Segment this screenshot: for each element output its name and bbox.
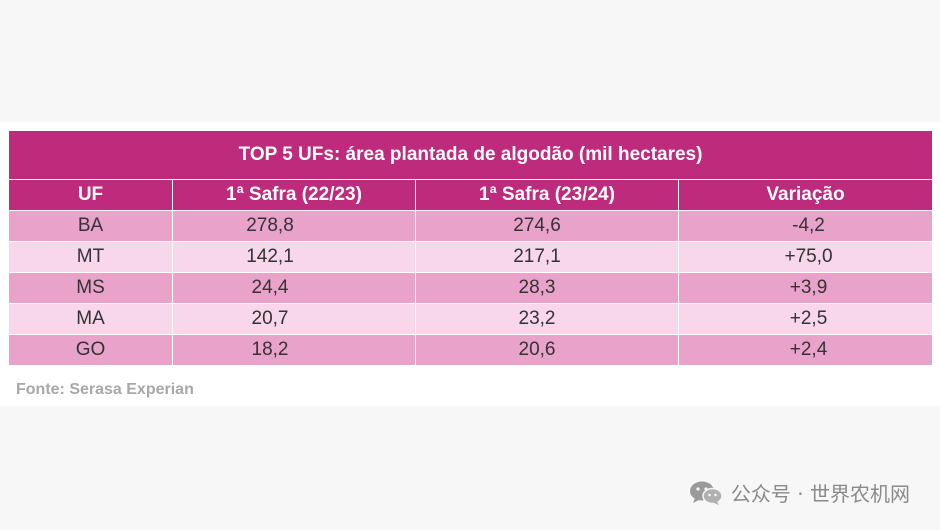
cell-value: 24,4 <box>251 277 289 298</box>
cell-value: 274,6 <box>513 215 561 236</box>
cell-variacao: +75,0 <box>677 241 934 273</box>
source-note: Fonte: Serasa Experian <box>16 381 194 398</box>
column-header-safra-2324: 1ª Safra (23/24) <box>415 179 679 211</box>
cell-value: +75,0 <box>784 246 833 267</box>
cell-safra-2324: 23,2 <box>415 303 679 335</box>
cell-safra-2324: 217,1 <box>415 241 679 273</box>
cell-uf: MT <box>8 241 173 273</box>
cell-value: 217,1 <box>513 246 561 267</box>
cell-safra-2223: 278,8 <box>172 210 416 242</box>
cell-value: +2,4 <box>789 339 828 360</box>
cell-uf: GO <box>8 334 173 366</box>
cell-uf: MA <box>8 303 173 335</box>
cell-safra-2223: 142,1 <box>172 241 416 273</box>
cell-value: 20,6 <box>518 339 556 360</box>
data-table: TOP 5 UFs: área plantada de algodão (mil… <box>7 130 934 366</box>
cell-value: 23,2 <box>518 308 556 329</box>
table-row: BA 278,8 274,6 -4,2 <box>8 210 934 242</box>
cell-safra-2223: 24,4 <box>172 272 416 304</box>
cell-uf: BA <box>8 210 173 242</box>
cell-uf: MS <box>8 272 173 304</box>
column-header-safra-2223: 1ª Safra (22/23) <box>172 179 416 211</box>
table-title: TOP 5 UFs: área plantada de algodão (mil… <box>7 130 934 180</box>
cell-value: +3,9 <box>789 277 828 298</box>
cell-value: 278,8 <box>246 215 294 236</box>
cell-value: 20,7 <box>251 308 289 329</box>
cell-value: 18,2 <box>251 339 289 360</box>
data-table-container: TOP 5 UFs: área plantada de algodão (mil… <box>7 130 934 374</box>
cell-safra-2324: 28,3 <box>415 272 679 304</box>
watermark: 公众号 · 世界农机网 <box>689 478 910 507</box>
cell-value: 142,1 <box>246 246 294 267</box>
watermark-text: 公众号 · 世界农机网 <box>730 482 910 506</box>
table-row: MA 20,7 23,2 +2,5 <box>8 303 934 335</box>
cell-variacao: +2,5 <box>677 303 934 335</box>
cell-safra-2324: 274,6 <box>415 210 679 242</box>
cell-value: +2,5 <box>789 308 828 329</box>
cell-safra-2324: 20,6 <box>415 334 679 366</box>
cell-variacao: +2,4 <box>677 334 934 366</box>
wechat-icon <box>689 481 723 505</box>
table-row: MT 142,1 217,1 +75,0 <box>8 241 934 273</box>
cell-variacao: -4,2 <box>677 210 934 242</box>
cell-value: -4,2 <box>792 215 825 236</box>
column-header-uf: UF <box>8 179 173 211</box>
cell-value: 28,3 <box>518 277 556 298</box>
cell-variacao: +3,9 <box>677 272 934 304</box>
cell-safra-2223: 20,7 <box>172 303 416 335</box>
column-header-variacao: Variação <box>677 179 934 211</box>
table-row: MS 24,4 28,3 +3,9 <box>8 272 934 304</box>
cell-safra-2223: 18,2 <box>172 334 416 366</box>
table-row: GO 18,2 20,6 +2,4 <box>8 334 934 366</box>
